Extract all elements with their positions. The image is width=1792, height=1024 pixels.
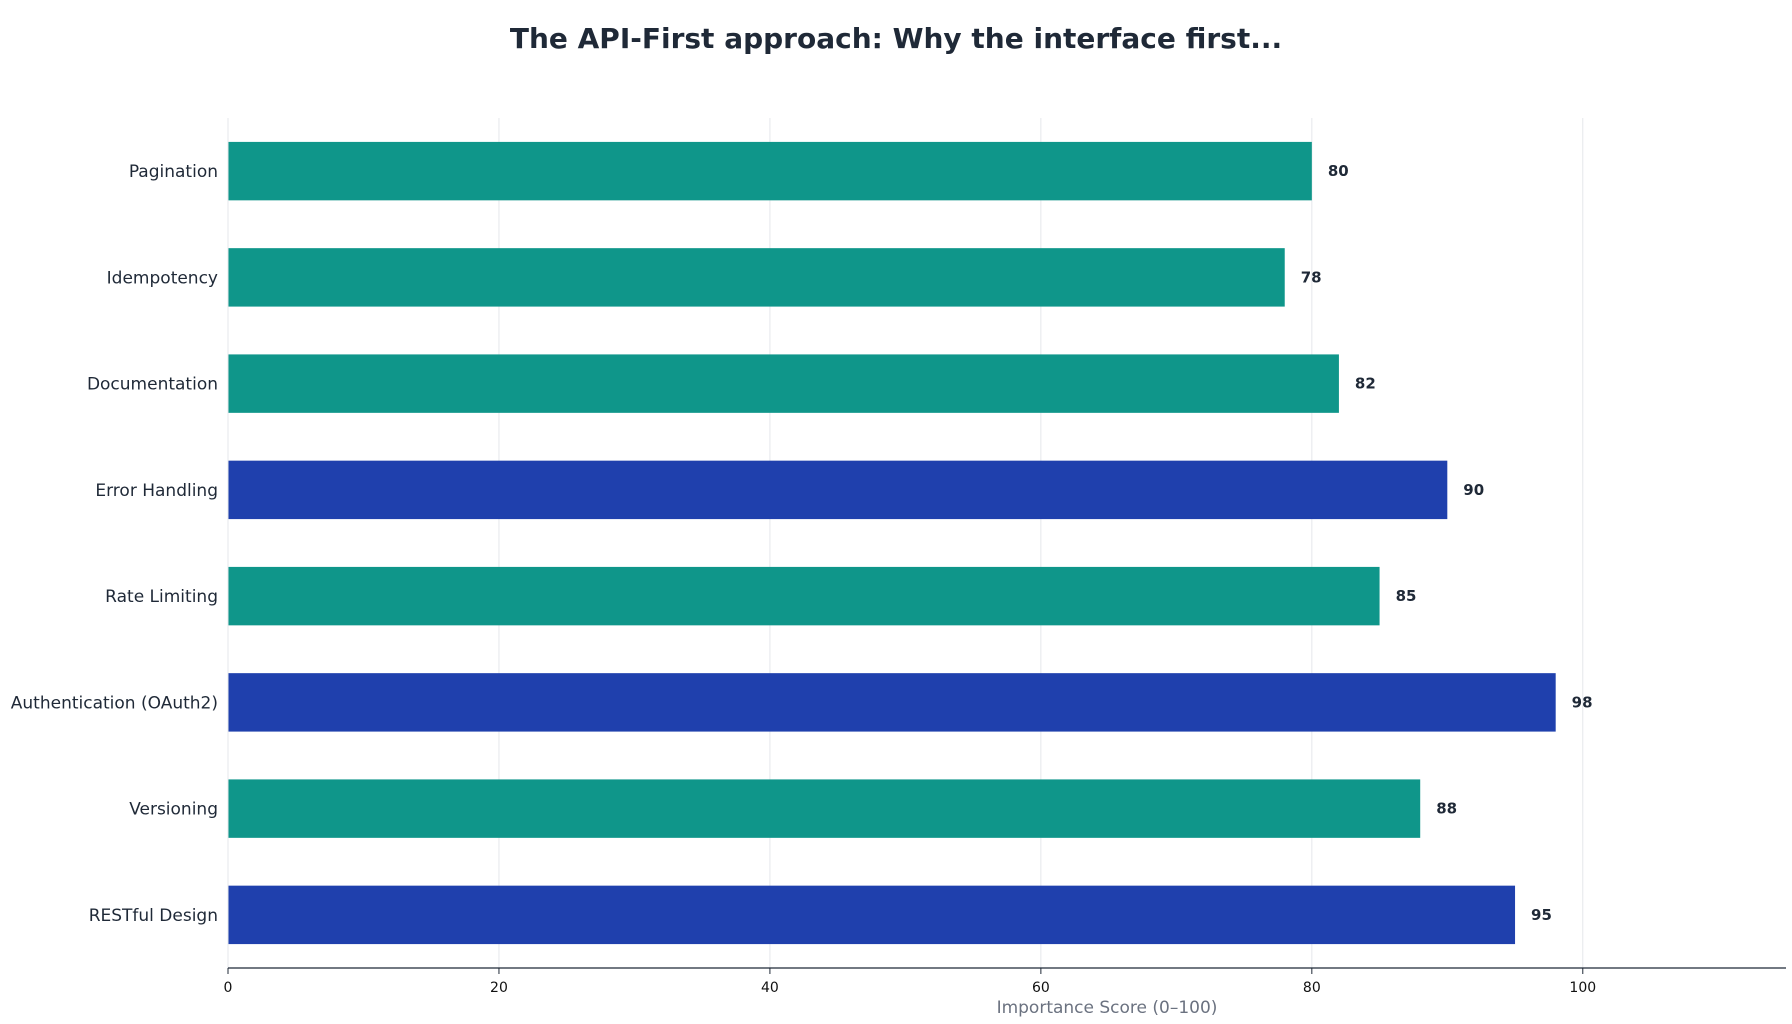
bar (228, 141, 1312, 201)
bar (228, 885, 1516, 945)
category-label: Documentation (87, 375, 218, 395)
category-label: Pagination (129, 162, 218, 182)
x-tick-label: 60 (1032, 980, 1050, 996)
category-label: Rate Limiting (105, 587, 218, 607)
x-tick-label: 40 (761, 980, 779, 996)
category-label: Authentication (OAuth2) (11, 693, 218, 713)
category-label: Error Handling (95, 481, 218, 501)
value-label: 88 (1436, 800, 1457, 818)
value-label: 90 (1463, 481, 1484, 499)
x-tick-label: 80 (1303, 980, 1321, 996)
bar (228, 779, 1421, 838)
value-label: 78 (1301, 268, 1322, 286)
x-tick-label: 20 (490, 980, 508, 996)
value-label: 85 (1396, 587, 1417, 605)
bar (228, 460, 1448, 520)
chart-title: The API-First approach: Why the interfac… (509, 22, 1283, 55)
bars (228, 141, 1556, 945)
bar (228, 673, 1556, 732)
value-label: 82 (1355, 375, 1376, 393)
x-tick-label: 0 (224, 980, 233, 996)
x-axis-title: Importance Score (0–100) (997, 998, 1218, 1018)
category-label: Versioning (129, 800, 218, 820)
category-label: RESTful Design (89, 906, 218, 926)
labels: Pagination 80 Idempotency 78 Documentation 82… (11, 162, 1593, 926)
bar (228, 354, 1339, 413)
grid-lines (227, 118, 1584, 968)
x-axis: 0 20 40 60 80 100 (224, 118, 1786, 996)
value-label: 98 (1572, 693, 1593, 711)
category-label: Idempotency (107, 268, 218, 288)
bar (228, 248, 1285, 307)
value-label: 80 (1328, 162, 1349, 180)
bar (228, 566, 1380, 626)
value-label: 95 (1531, 906, 1552, 924)
x-tick-label: 100 (1569, 980, 1596, 996)
